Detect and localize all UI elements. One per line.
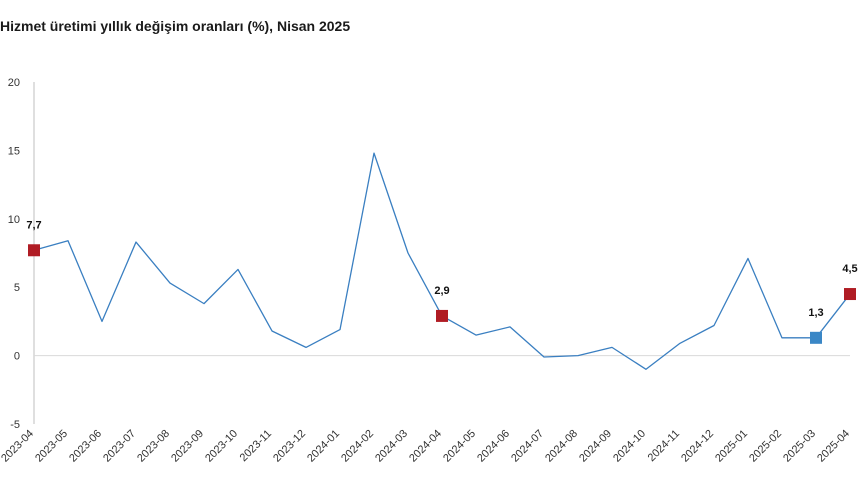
highlight-markers: 7,7 2,9 1,3 4,5 — [26, 219, 858, 344]
x-tick-label: 2023-12 — [271, 428, 308, 465]
data-label: 2,9 — [434, 285, 449, 297]
x-tick-label: 2023-04 — [0, 428, 36, 465]
x-tick-label: 2024-08 — [543, 428, 580, 465]
x-tick-label: 2025-01 — [713, 428, 750, 465]
x-tick-label: 2023-08 — [135, 428, 172, 465]
x-tick-label: 2023-10 — [203, 428, 240, 465]
x-tick-label: 2023-06 — [67, 428, 104, 465]
x-tick-label: 2025-04 — [815, 428, 852, 465]
x-tick-label: 2023-09 — [169, 428, 206, 465]
highlight-marker — [844, 288, 856, 301]
x-tick-label: 2024-12 — [679, 428, 716, 465]
series-line — [33, 152, 851, 370]
y-tick-label: 15 — [8, 145, 20, 157]
data-label: 7,7 — [26, 219, 41, 231]
x-tick-label: 2025-03 — [781, 428, 818, 465]
x-tick-label: 2024-04 — [407, 428, 444, 465]
x-tick-label: 2024-07 — [509, 428, 546, 465]
y-tick-label: 5 — [14, 282, 20, 294]
x-tick-label: 2024-03 — [373, 428, 410, 465]
highlight-marker — [28, 244, 40, 257]
y-tick-label: 0 — [14, 351, 20, 363]
x-tick-label: 2024-02 — [339, 428, 376, 465]
series-layer — [33, 152, 851, 370]
x-tick-label: 2025-02 — [747, 428, 784, 465]
data-label: 1,3 — [808, 307, 823, 319]
x-tick-label: 2024-06 — [475, 428, 512, 465]
x-tick-label: 2023-11 — [238, 428, 274, 464]
x-tick-label: 2024-11 — [646, 428, 682, 464]
x-tick-label: 2023-05 — [33, 428, 70, 465]
x-tick-label: 2023-07 — [101, 428, 138, 465]
highlight-marker — [436, 309, 448, 322]
x-tick-label: 2024-05 — [441, 428, 478, 465]
chart-title: Hizmet üretimi yıllık değişim oranları (… — [0, 18, 351, 34]
x-tick-label: 2024-01 — [305, 428, 342, 465]
data-label: 4,5 — [842, 263, 857, 275]
x-axis: 2023-042023-052023-062023-072023-082023-… — [0, 428, 852, 465]
y-tick-label: -5 — [10, 419, 20, 431]
y-tick-label: 20 — [8, 77, 20, 89]
y-tick-label: 10 — [8, 214, 20, 226]
x-tick-label: 2024-10 — [611, 428, 648, 465]
highlight-marker — [810, 331, 822, 344]
y-axis: 20 15 10 5 0 -5 — [8, 77, 850, 431]
x-tick-label: 2024-09 — [577, 428, 614, 465]
